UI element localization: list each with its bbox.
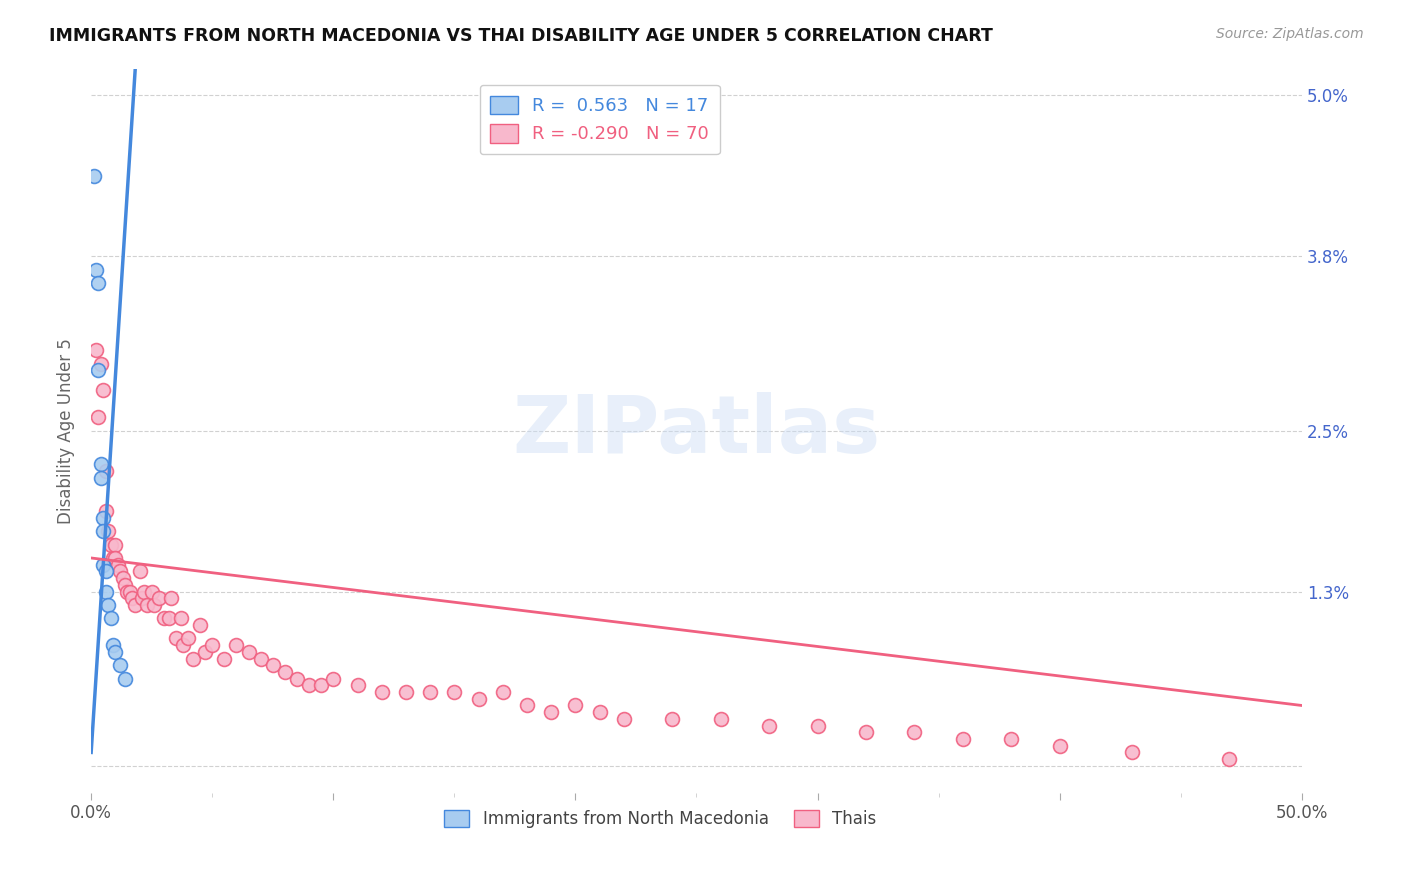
Point bbox=[90, 357, 112, 371]
Point bbox=[91, 524, 114, 538]
Point bbox=[124, 598, 146, 612]
Point bbox=[613, 712, 636, 726]
Point bbox=[214, 651, 236, 665]
Point bbox=[952, 731, 974, 746]
Point bbox=[540, 705, 562, 719]
Point bbox=[322, 672, 344, 686]
Point bbox=[84, 343, 107, 358]
Point bbox=[516, 698, 538, 713]
Point bbox=[160, 591, 183, 606]
Point bbox=[564, 698, 586, 713]
Point bbox=[94, 584, 117, 599]
Point bbox=[1000, 731, 1022, 746]
Point bbox=[114, 672, 136, 686]
Point bbox=[97, 524, 120, 538]
Point bbox=[395, 685, 418, 699]
Point bbox=[1121, 746, 1143, 760]
Point bbox=[419, 685, 441, 699]
Point bbox=[274, 665, 297, 679]
Point bbox=[87, 363, 110, 377]
Point bbox=[143, 598, 166, 612]
Point bbox=[309, 678, 332, 692]
Point bbox=[97, 598, 120, 612]
Point bbox=[188, 618, 211, 632]
Point bbox=[104, 645, 127, 659]
Point bbox=[903, 725, 925, 739]
Point bbox=[87, 410, 110, 425]
Point bbox=[225, 638, 247, 652]
Point bbox=[117, 584, 139, 599]
Point bbox=[152, 611, 174, 625]
Point bbox=[100, 538, 122, 552]
Point bbox=[165, 632, 187, 646]
Legend: Immigrants from North Macedonia, Thais: Immigrants from North Macedonia, Thais bbox=[437, 804, 883, 835]
Point bbox=[177, 632, 200, 646]
Point bbox=[1218, 752, 1240, 766]
Point bbox=[91, 510, 114, 524]
Point bbox=[806, 718, 828, 732]
Point bbox=[1049, 739, 1071, 753]
Point bbox=[134, 584, 156, 599]
Point bbox=[83, 169, 105, 183]
Point bbox=[121, 591, 143, 606]
Point bbox=[661, 712, 683, 726]
Point bbox=[249, 651, 271, 665]
Point bbox=[370, 685, 392, 699]
Point bbox=[588, 705, 610, 719]
Point bbox=[172, 638, 194, 652]
Point bbox=[94, 565, 117, 579]
Point bbox=[855, 725, 877, 739]
Point bbox=[104, 538, 127, 552]
Point bbox=[90, 457, 112, 471]
Point bbox=[443, 685, 465, 699]
Point bbox=[87, 276, 110, 290]
Point bbox=[710, 712, 733, 726]
Text: ZIPatlas: ZIPatlas bbox=[512, 392, 880, 469]
Point bbox=[181, 651, 204, 665]
Point bbox=[108, 565, 131, 579]
Point bbox=[194, 645, 217, 659]
Text: Source: ZipAtlas.com: Source: ZipAtlas.com bbox=[1216, 27, 1364, 41]
Text: IMMIGRANTS FROM NORTH MACEDONIA VS THAI DISABILITY AGE UNDER 5 CORRELATION CHART: IMMIGRANTS FROM NORTH MACEDONIA VS THAI … bbox=[49, 27, 993, 45]
Point bbox=[90, 470, 112, 484]
Point bbox=[91, 384, 114, 398]
Point bbox=[238, 645, 260, 659]
Point bbox=[170, 611, 193, 625]
Point bbox=[94, 464, 117, 478]
Point bbox=[101, 551, 124, 566]
Point bbox=[467, 691, 489, 706]
Point bbox=[91, 558, 114, 572]
Point bbox=[107, 558, 129, 572]
Point bbox=[94, 504, 117, 518]
Point bbox=[148, 591, 170, 606]
Point bbox=[141, 584, 163, 599]
Point bbox=[128, 565, 150, 579]
Point bbox=[346, 678, 368, 692]
Point bbox=[157, 611, 180, 625]
Point bbox=[285, 672, 308, 686]
Point bbox=[492, 685, 515, 699]
Point bbox=[108, 658, 131, 673]
Point bbox=[111, 571, 134, 585]
Point bbox=[118, 584, 141, 599]
Point bbox=[131, 591, 153, 606]
Point bbox=[758, 718, 780, 732]
Point bbox=[100, 611, 122, 625]
Point bbox=[201, 638, 224, 652]
Point bbox=[298, 678, 321, 692]
Point bbox=[114, 578, 136, 592]
Point bbox=[84, 262, 107, 277]
Point bbox=[135, 598, 157, 612]
Point bbox=[104, 551, 127, 566]
Y-axis label: Disability Age Under 5: Disability Age Under 5 bbox=[58, 338, 75, 524]
Point bbox=[101, 638, 124, 652]
Point bbox=[262, 658, 284, 673]
